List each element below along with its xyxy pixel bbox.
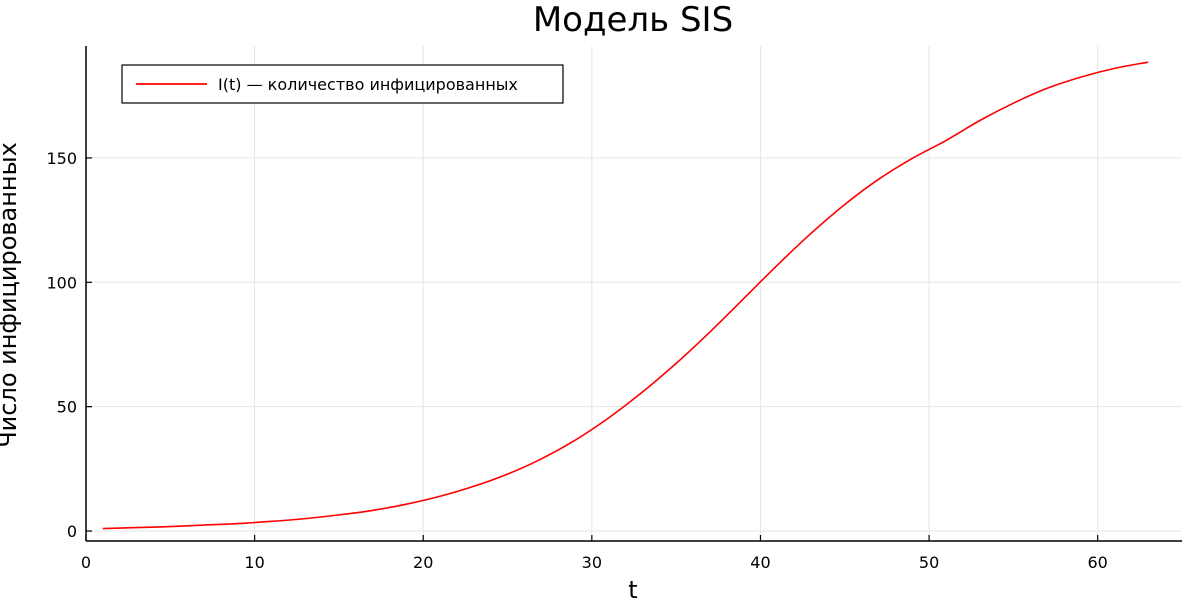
x-tick-label-50: 50 [919,553,939,572]
x-axis-label: t [628,576,637,600]
legend-entry-i-t: I(t) — количество инфицированных [218,75,518,94]
chart-title: Модель SIS [533,0,733,40]
grid [85,46,1182,541]
x-tick-label-60: 60 [1088,553,1108,572]
x-tick-label-30: 30 [582,553,602,572]
x-tick-label-0: 0 [81,553,91,572]
legend: I(t) — количество инфицированных [121,64,564,104]
ticks: 0 10 20 30 40 50 60 0 50 100 150 [46,149,1107,572]
y-tick-label-150: 150 [46,149,77,168]
axes [85,46,1182,542]
x-tick-label-40: 40 [750,553,770,572]
y-tick-label-100: 100 [46,273,77,292]
y-axis-label: Число инфицированных [0,142,22,448]
series-line-i-t [102,61,1149,530]
y-tick-label-0: 0 [67,522,77,541]
series [102,61,1149,530]
x-tick-label-20: 20 [413,553,433,572]
x-tick-label-10: 10 [244,553,264,572]
y-tick-label-50: 50 [57,398,77,417]
